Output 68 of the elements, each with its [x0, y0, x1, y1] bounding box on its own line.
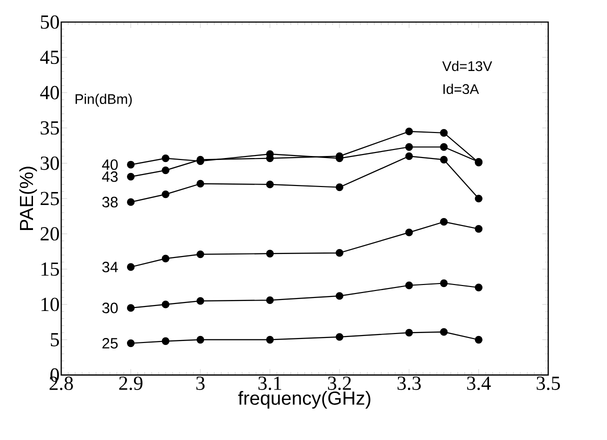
point: [266, 296, 274, 304]
point: [440, 279, 448, 288]
y-tick-label: 25: [40, 192, 59, 206]
y-tick-label: 5: [50, 333, 59, 346]
point: [336, 249, 344, 257]
point: [196, 180, 204, 188]
x-tick-label: 2.9: [119, 376, 142, 390]
y-tick-label: 45: [40, 50, 59, 64]
point: [474, 194, 482, 202]
point: [266, 336, 274, 344]
point: [162, 166, 170, 174]
point: [474, 284, 482, 292]
point: [440, 328, 448, 336]
point: [405, 143, 413, 151]
point: [162, 337, 170, 345]
point: [440, 143, 448, 151]
x-tick-label: 3.2: [328, 376, 351, 390]
point: [474, 336, 482, 344]
x-tick-label: 3.4: [467, 376, 491, 390]
y-tick-label: 20: [40, 227, 59, 241]
series-label: 34: [102, 262, 118, 272]
y-axis-title: PAE(%): [19, 166, 37, 230]
point: [196, 297, 204, 305]
point: [405, 152, 413, 160]
annotation: Id=3A: [443, 84, 479, 94]
annotation: Vd=13V: [442, 60, 492, 72]
point: [162, 154, 170, 162]
point: [126, 339, 135, 348]
y-tick-label: 40: [40, 86, 59, 100]
point: [126, 160, 135, 168]
point: [440, 129, 448, 137]
point: [405, 328, 413, 337]
x-tick-label: 3.5: [536, 376, 560, 390]
point: [196, 336, 204, 344]
series-label: 30: [102, 302, 118, 314]
series-label: 40: [102, 159, 118, 170]
point: [336, 333, 344, 341]
series-label: 43: [102, 171, 118, 182]
point: [126, 198, 135, 206]
point: [440, 218, 448, 226]
point: [126, 172, 135, 180]
point: [126, 263, 135, 271]
x-tick-label: 3.1: [258, 376, 282, 390]
point: [126, 304, 135, 312]
series-label: 38: [102, 196, 118, 208]
series-label: 25: [102, 338, 118, 349]
point: [266, 250, 274, 258]
y-tick-label: 35: [40, 121, 59, 135]
legend-title: Pin(dBm): [76, 94, 132, 107]
x-axis-title: frequency(GHz): [238, 390, 370, 409]
point: [405, 228, 413, 236]
point: [162, 254, 170, 262]
point: [474, 225, 482, 233]
point: [405, 282, 413, 290]
point: [440, 156, 448, 164]
point: [162, 300, 170, 308]
y-tick-label: 15: [42, 262, 59, 276]
point: [336, 292, 344, 300]
y-tick-label: 50: [40, 15, 59, 29]
point: [162, 190, 170, 198]
point: [266, 180, 274, 188]
x-tick-label: 3: [196, 376, 205, 390]
point: [336, 183, 344, 192]
y-tick-label: 10: [42, 298, 59, 312]
y-tick-label: 30: [40, 156, 59, 170]
point: [196, 250, 204, 258]
x-tick-label: 3.3: [398, 376, 421, 390]
point: [405, 128, 413, 136]
